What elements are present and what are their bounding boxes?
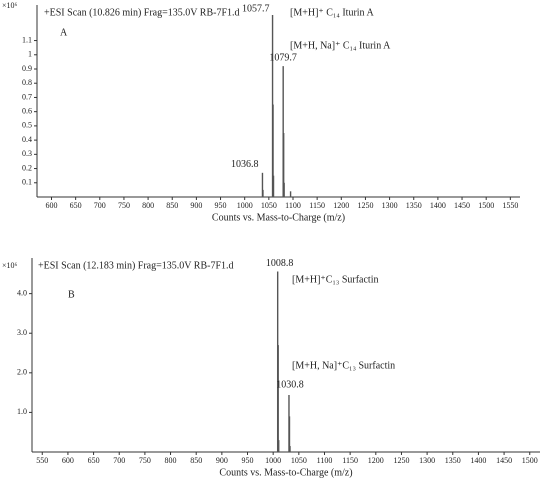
peak-label: 1079.7 [269, 52, 297, 63]
y-unit: ×10⁶ [2, 1, 18, 10]
x-tick-label: 700 [113, 456, 125, 465]
y-tick-label: 1.0 [17, 407, 27, 416]
y-tick-label: 4.0 [17, 288, 27, 297]
x-tick-label: 650 [88, 456, 100, 465]
x-tick-label: 1400 [470, 456, 486, 465]
x-tick-label: 1550 [502, 201, 518, 210]
y-tick-label: 0.8 [22, 78, 32, 87]
peak-label: 1036.8 [231, 159, 259, 170]
peak-label: 1008.8 [266, 258, 294, 269]
y-tick-label: 0.5 [22, 121, 32, 130]
y-tick-label: 0.9 [22, 64, 32, 73]
x-tick-label: 1050 [261, 201, 277, 210]
y-tick-label: 0.1 [22, 178, 32, 187]
x-tick-label: 1500 [522, 456, 538, 465]
y-tick-label: 0.6 [22, 106, 32, 115]
annotation: [M+H]⁺C₁₃ Surfactin [292, 274, 379, 285]
scan-title: +ESI Scan (10.826 min) Frag=135.0V RB-7F… [44, 7, 240, 18]
y-tick-label: 1 [28, 50, 32, 59]
peak-label: 1030.8 [276, 379, 304, 390]
y-tick-label: 0.4 [22, 135, 32, 144]
x-tick-label: 750 [118, 201, 130, 210]
x-axis-label: Counts vs. Mass-to-Charge (m/z) [219, 467, 352, 478]
x-tick-label: 800 [165, 456, 177, 465]
x-tick-label: 900 [216, 456, 228, 465]
x-tick-label: 1250 [393, 456, 409, 465]
x-tick-label: 1150 [342, 456, 358, 465]
x-tick-label: 1350 [406, 201, 422, 210]
x-tick-label: 1200 [368, 456, 384, 465]
x-tick-label: 1250 [357, 201, 373, 210]
x-tick-label: 600 [62, 456, 74, 465]
x-tick-label: 1450 [454, 201, 470, 210]
y-tick-label: 0.2 [22, 163, 32, 172]
annotation: [M+H, Na]⁺ C₁₄ Iturin A [290, 40, 391, 51]
x-tick-label: 1500 [478, 201, 494, 210]
y-tick-label: 2.0 [17, 368, 27, 377]
x-tick-label: 650 [70, 201, 82, 210]
x-tick-label: 1100 [317, 456, 333, 465]
x-tick-label: 750 [139, 456, 151, 465]
x-tick-label: 1150 [309, 201, 325, 210]
x-tick-label: 850 [190, 456, 202, 465]
peak-label: 1057.7 [242, 3, 270, 14]
x-tick-label: 1300 [419, 456, 435, 465]
x-tick-label: 950 [215, 201, 227, 210]
y-tick-label: 1.1 [22, 35, 32, 44]
x-tick-label: 850 [166, 201, 178, 210]
y-tick-label: 0.7 [22, 92, 32, 101]
x-tick-label: 550 [36, 456, 48, 465]
x-tick-label: 1050 [291, 456, 307, 465]
y-tick-label: 0.3 [22, 149, 32, 158]
panel-label: A [60, 27, 68, 38]
x-tick-label: 600 [45, 201, 57, 210]
x-tick-label: 800 [142, 201, 154, 210]
x-tick-label: 950 [242, 456, 254, 465]
x-tick-label: 1100 [285, 201, 301, 210]
y-tick-label: 3.0 [17, 328, 27, 337]
x-axis-label: Counts vs. Mass-to-Charge (m/z) [212, 212, 345, 223]
x-tick-label: 1200 [333, 201, 349, 210]
x-tick-label: 1000 [237, 201, 253, 210]
x-tick-label: 1450 [496, 456, 512, 465]
x-tick-label: 1400 [430, 201, 446, 210]
x-tick-label: 1300 [382, 201, 398, 210]
annotation: [M+H, Na]⁺C₁₃ Surfactin [292, 360, 395, 371]
scan-title: +ESI Scan (12.183 min) Frag=135.0V RB-7F… [38, 260, 234, 271]
panel-label: B [68, 289, 75, 300]
y-unit: ×10⁶ [2, 261, 18, 270]
x-tick-label: 1350 [445, 456, 461, 465]
x-tick-label: 1000 [265, 456, 281, 465]
x-tick-label: 700 [94, 201, 106, 210]
x-tick-label: 900 [190, 201, 202, 210]
annotation: [M+H]⁺ C₁₄ Iturin A [290, 7, 374, 18]
